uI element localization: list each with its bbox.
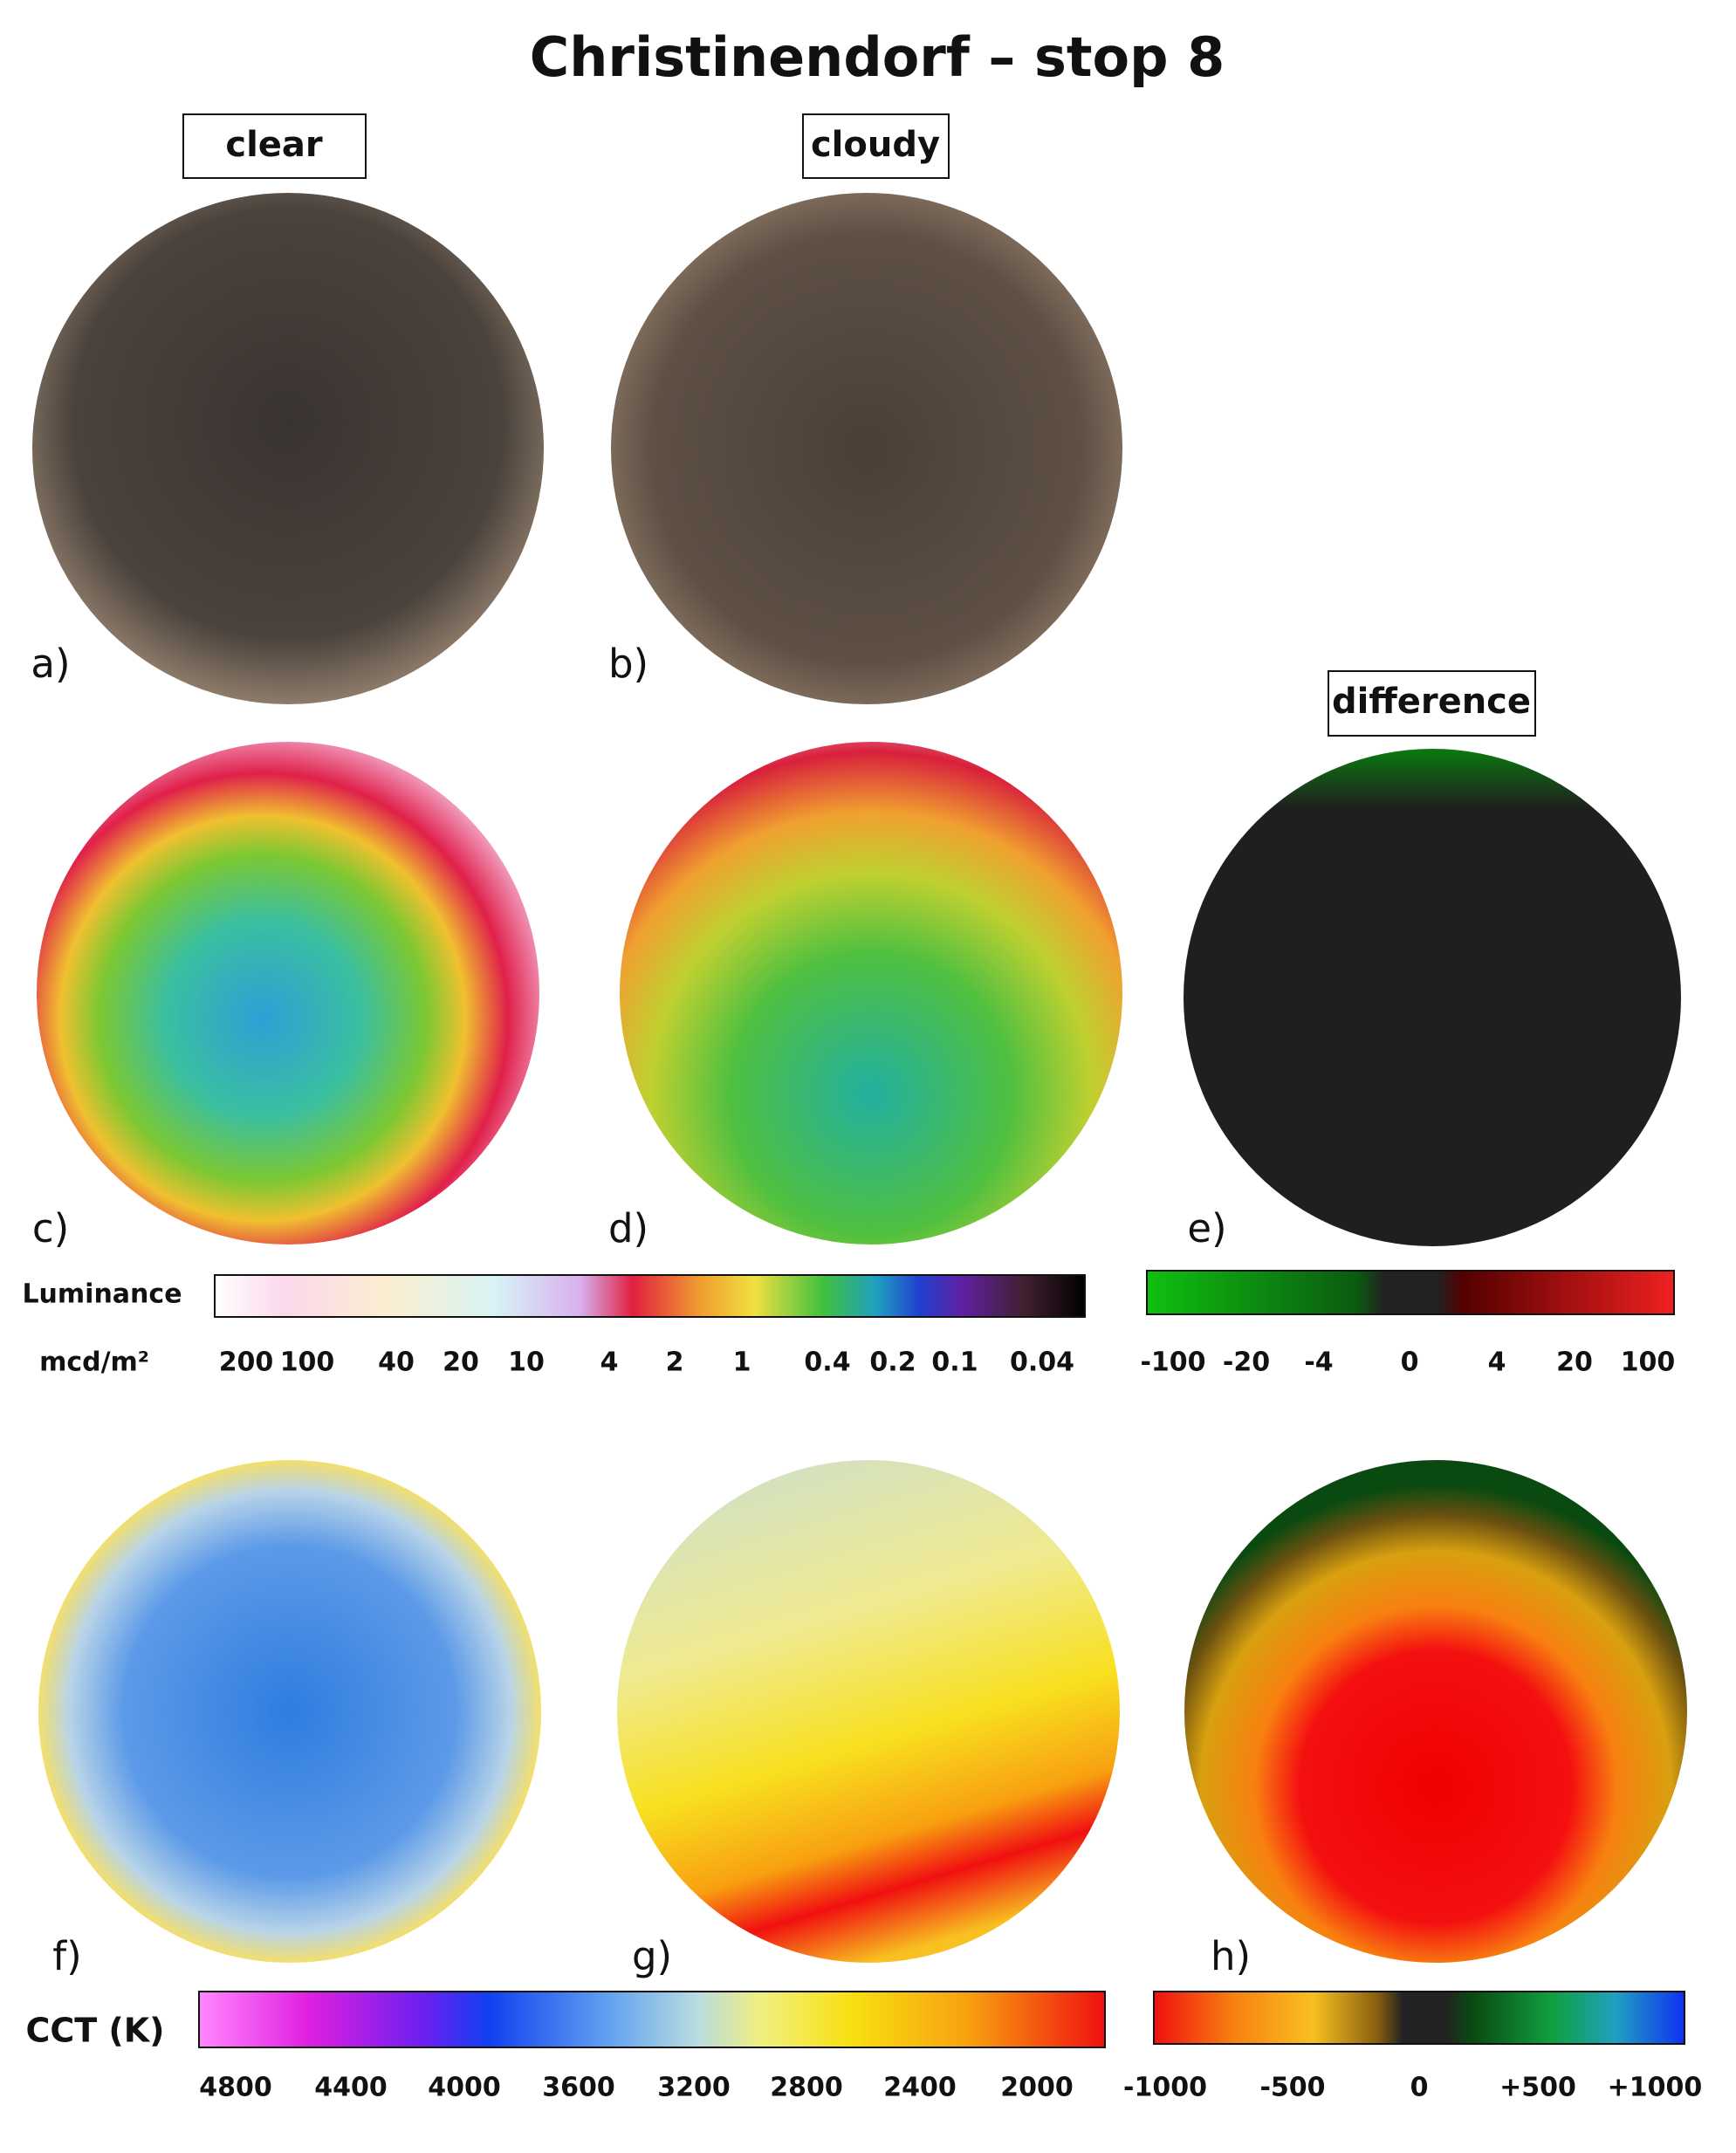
scale-label: Luminance [22, 1279, 182, 1310]
colorbar-tick-label: 1 [733, 1347, 751, 1378]
colorbar-tick-label: -500 [1259, 2073, 1325, 2103]
header-box [182, 113, 367, 179]
colorbar-tick-label: 3200 [657, 2073, 731, 2103]
colorbar-tick-label: 0 [1401, 1347, 1419, 1378]
colorbar [1153, 1991, 1685, 2045]
colorbar-tick-label: 100 [1621, 1347, 1676, 1378]
colorbar-tick-label: 0.2 [869, 1347, 916, 1378]
colorbar-tick-label: 3600 [542, 2073, 615, 2103]
colorbar-tick-label: 200 [219, 1347, 274, 1378]
colorbar-tick-label: -4 [1304, 1347, 1333, 1378]
panel-label: g) [632, 1933, 672, 1979]
colorbar-tick-label: 40 [378, 1347, 415, 1378]
colorbar-tick-label: 4800 [199, 2073, 272, 2103]
colorbar-tick-label: -20 [1223, 1347, 1270, 1378]
fisheye-image [611, 193, 1122, 704]
column-header: cloudy [811, 125, 940, 165]
colorbar-tick-label: 4000 [428, 2073, 501, 2103]
colorbar [198, 1991, 1106, 2048]
panel-label: b) [608, 641, 648, 687]
header-box [1328, 670, 1536, 737]
colorbar-tick-label: 0.04 [1010, 1347, 1074, 1378]
colorbar-tick-label: 20 [1556, 1347, 1593, 1378]
column-header: difference [1332, 682, 1531, 722]
colorbar-tick-label: 4 [1488, 1347, 1506, 1378]
panel-label: h) [1211, 1933, 1251, 1979]
scale-label: CCT (K) [25, 2012, 164, 2050]
panel-label: e) [1187, 1205, 1226, 1251]
colorbar-tick-label: 0 [1410, 2073, 1429, 2103]
column-header: clear [225, 125, 323, 165]
colorbar-tick-label: 2000 [1000, 2073, 1074, 2103]
luminance-map [37, 742, 539, 1244]
colorbar-tick-label: 100 [280, 1347, 335, 1378]
colorbar-tick-label: 0.4 [804, 1347, 850, 1378]
colorbar-tick-label: 20 [443, 1347, 479, 1378]
colorbar-tick-label: 2 [666, 1347, 684, 1378]
panel-label: f) [52, 1933, 81, 1979]
panel-label: a) [31, 641, 70, 687]
colorbar-tick-label: 10 [508, 1347, 545, 1378]
panel-label: c) [32, 1205, 69, 1251]
colorbar-tick-label: +1000 [1608, 2073, 1703, 2103]
header-box [802, 113, 950, 179]
colorbar-tick-label: +500 [1499, 2073, 1576, 2103]
colorbar [1146, 1270, 1675, 1315]
cct-map [38, 1460, 541, 1963]
cct-map [617, 1460, 1120, 1963]
colorbar-tick-label: -100 [1140, 1347, 1205, 1378]
colorbar-tick-label: -1000 [1123, 2073, 1207, 2103]
luminance-map [620, 742, 1122, 1244]
figure-title: Christinendorf – stop 8 [530, 25, 1225, 89]
colorbar-tick-label: 2400 [883, 2073, 957, 2103]
colorbar-tick-label: 4400 [314, 2073, 388, 2103]
panel-label: d) [608, 1205, 648, 1251]
colorbar-tick-label: 4 [600, 1347, 619, 1378]
scale-unit: mcd/m² [39, 1347, 149, 1378]
colorbar-tick-label: 2800 [770, 2073, 843, 2103]
colorbar-tick-label: 0.1 [931, 1347, 978, 1378]
cct-difference-map [1184, 1460, 1687, 1963]
fisheye-image [32, 193, 544, 704]
colorbar [214, 1274, 1086, 1318]
difference-map [1184, 749, 1681, 1246]
